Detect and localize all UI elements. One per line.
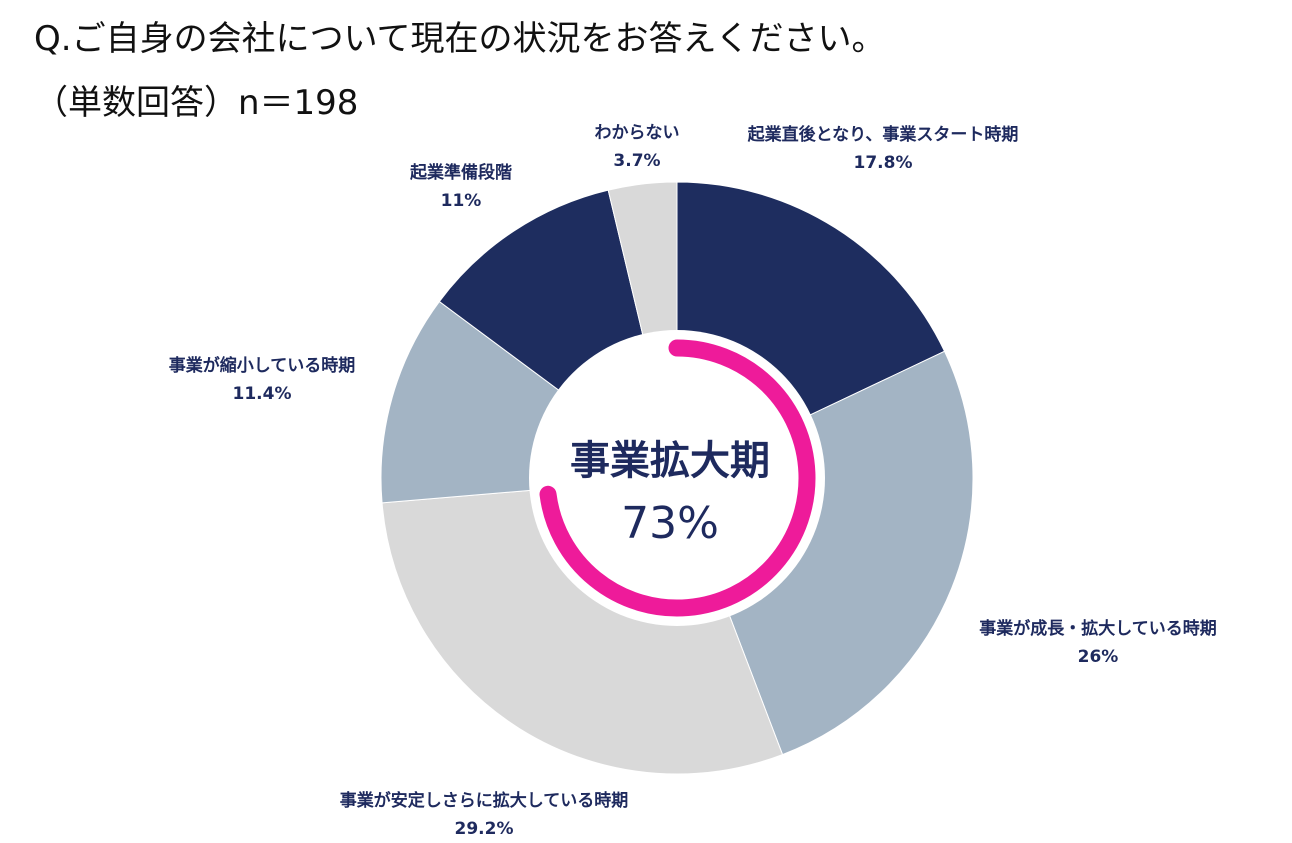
slice-value-label: 11% <box>441 191 482 211</box>
slice-value-label: 3.7% <box>613 151 660 171</box>
slice-value-label: 11.4% <box>233 384 292 404</box>
question-subtitle: （単数回答）n＝198 <box>34 83 359 123</box>
question-title: Q.ご自身の会社について現在の状況をお答えください。 <box>34 19 886 59</box>
slice-label: 事業が縮小している時期 <box>169 355 356 376</box>
slice-label: 起業準備段階 <box>409 162 512 183</box>
slice-label: わからない <box>595 123 680 143</box>
center-title: 事業拡大期 <box>570 438 770 484</box>
slice-value-label: 17.8% <box>854 153 913 173</box>
slice-value-label: 29.2% <box>455 819 514 839</box>
slice-label: 起業直後となり、事業スタート時期 <box>747 124 1019 145</box>
donut-hole <box>529 330 825 626</box>
center-value: 73% <box>621 498 719 549</box>
slice-label: 事業が成長・拡大している時期 <box>979 618 1217 639</box>
slice-value-label: 26% <box>1078 647 1119 667</box>
label-group: 起業直後となり、事業スタート時期 17.8% 事業が成長・拡大している時期 26% 事業… <box>169 123 1217 839</box>
slice-label: 事業が安定しさらに拡大している時期 <box>340 790 629 811</box>
highlight-arc <box>539 339 816 617</box>
